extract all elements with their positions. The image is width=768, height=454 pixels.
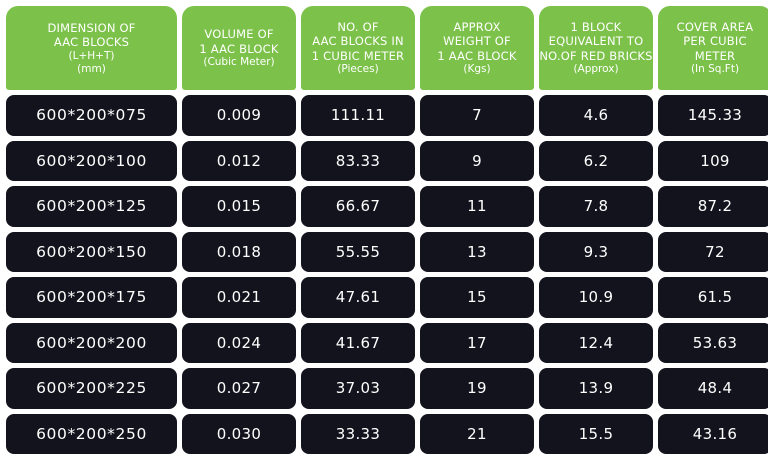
table-cell-volume: 0.030 [182, 414, 296, 454]
table-cell-dimension: 600*200*100 [6, 141, 177, 182]
table-cell-volume: 0.012 [182, 141, 296, 182]
header-unit: (In Sq.Ft) [691, 63, 739, 76]
table-cell-dimension: 600*200*200 [6, 323, 177, 364]
table-cell-weight: 7 [420, 95, 534, 136]
table-cell-blocks-per-cubic-meter: 37.03 [301, 368, 415, 409]
table-cell-weight: 11 [420, 186, 534, 227]
table-cell-red-brick-equivalent: 13.9 [539, 368, 653, 409]
table-cell-red-brick-equivalent: 6.2 [539, 141, 653, 182]
table-cell-volume: 0.021 [182, 277, 296, 318]
table-cell-dimension: 600*200*150 [6, 232, 177, 273]
table-cell-cover-area: 145.33 [658, 95, 768, 136]
header-line: 1 BLOCK [571, 20, 622, 35]
header-line: 1 AAC BLOCK [437, 49, 516, 64]
table-cell-cover-area: 43.16 [658, 414, 768, 454]
table-cell-volume: 0.027 [182, 368, 296, 409]
header-line: DIMENSION OF [47, 21, 135, 36]
header-unit: (Cubic Meter) [203, 56, 274, 69]
header-line: COVER AREA [677, 20, 754, 35]
table-cell-cover-area: 53.63 [658, 323, 768, 364]
table-cell-blocks-per-cubic-meter: 55.55 [301, 232, 415, 273]
table-cell-volume: 0.009 [182, 95, 296, 136]
table-cell-weight: 19 [420, 368, 534, 409]
table-cell-weight: 21 [420, 414, 534, 454]
table-cell-cover-area: 48.4 [658, 368, 768, 409]
table-cell-cover-area: 61.5 [658, 277, 768, 318]
header-line: 1 AAC BLOCK [199, 42, 278, 57]
header-line: NO. OF [337, 20, 378, 35]
table-cell-volume: 0.015 [182, 186, 296, 227]
table-cell-volume: 0.018 [182, 232, 296, 273]
table-cell-red-brick-equivalent: 12.4 [539, 323, 653, 364]
table-cell-dimension: 600*200*225 [6, 368, 177, 409]
table-cell-weight: 13 [420, 232, 534, 273]
table-cell-red-brick-equivalent: 10.9 [539, 277, 653, 318]
header-line: EQUIVALENT TO [549, 34, 644, 49]
table-cell-blocks-per-cubic-meter: 41.67 [301, 323, 415, 364]
table-cell-blocks-per-cubic-meter: 47.61 [301, 277, 415, 318]
table-cell-dimension: 600*200*250 [6, 414, 177, 454]
header-unit: (L+H+T) [69, 50, 115, 63]
table-cell-weight: 15 [420, 277, 534, 318]
table-cell-dimension: 600*200*125 [6, 186, 177, 227]
table-cell-blocks-per-cubic-meter: 33.33 [301, 414, 415, 454]
header-unit: (Kgs) [463, 63, 490, 76]
header-line: PER CUBIC [683, 34, 746, 49]
header-line: METER [695, 49, 735, 64]
table-cell-dimension: 600*200*075 [6, 95, 177, 136]
table-cell-cover-area: 109 [658, 141, 768, 182]
header-line: APPROX [453, 20, 500, 35]
table-cell-red-brick-equivalent: 7.8 [539, 186, 653, 227]
header-unit: (Pieces) [337, 63, 378, 76]
header-line: 1 CUBIC METER [312, 49, 404, 64]
table-cell-weight: 9 [420, 141, 534, 182]
header-line: AAC BLOCKS IN [312, 34, 404, 49]
table-cell-dimension: 600*200*175 [6, 277, 177, 318]
table-cell-blocks-per-cubic-meter: 111.11 [301, 95, 415, 136]
table-cell-red-brick-equivalent: 4.6 [539, 95, 653, 136]
table-cell-volume: 0.024 [182, 323, 296, 364]
table-cell-cover-area: 72 [658, 232, 768, 273]
table-cell-weight: 17 [420, 323, 534, 364]
header-line: VOLUME OF [204, 27, 273, 42]
header-line: NO.OF RED BRICKS [539, 49, 652, 64]
table-cell-red-brick-equivalent: 9.3 [539, 232, 653, 273]
table-cell-red-brick-equivalent: 15.5 [539, 414, 653, 454]
header-line: AAC BLOCKS [54, 35, 129, 50]
header-line: WEIGHT OF [443, 34, 511, 49]
table-cell-blocks-per-cubic-meter: 66.67 [301, 186, 415, 227]
table-cell-blocks-per-cubic-meter: 83.33 [301, 141, 415, 182]
header-unit: (mm) [77, 63, 106, 76]
header-unit: (Approx) [573, 63, 618, 76]
table-cell-cover-area: 87.2 [658, 186, 768, 227]
